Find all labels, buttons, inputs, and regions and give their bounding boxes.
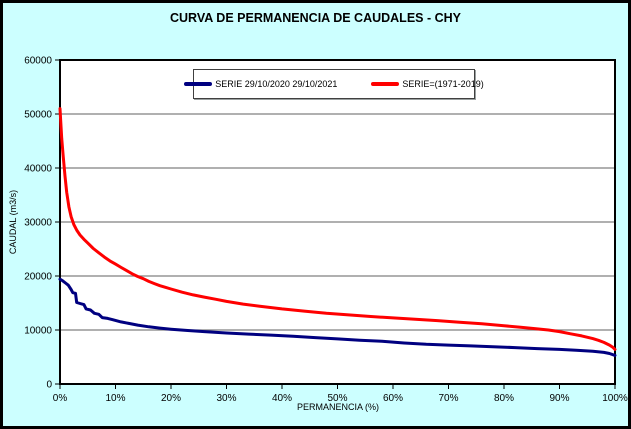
y-tick-label: 0	[46, 380, 52, 391]
legend-item-serie-1971-2019: SERIE=(1971-2019)	[371, 79, 484, 89]
x-tick-label: 100%	[602, 393, 628, 404]
y-tick-label: 60000	[24, 56, 52, 67]
x-tick-label: 70%	[438, 393, 458, 404]
series-line-blue	[58, 277, 617, 357]
x-tick-label: 40%	[272, 393, 292, 404]
legend-item-serie-2020-2021: SERIE 29/10/2020 29/10/2021	[184, 79, 337, 89]
y-tick-label: 10000	[24, 326, 52, 337]
legend-label-serie-1971-2019: SERIE=(1971-2019)	[402, 79, 484, 89]
y-tick-label: 30000	[24, 218, 52, 229]
series-line-red	[58, 107, 617, 351]
blue-line-swatch	[184, 82, 213, 86]
y-tick-label: 20000	[24, 272, 52, 283]
y-tick-label: 40000	[24, 164, 52, 175]
x-tick-label: 90%	[549, 393, 569, 404]
x-tick-label: 60%	[383, 393, 403, 404]
plot-area: 0 10000 20000 30000 40000 50000 60000 0% 10% 20% 3…	[24, 56, 628, 405]
x-tick-label: 0%	[53, 393, 68, 404]
y-axis-title: CAUDAL (m3/s)	[8, 189, 18, 255]
legend-label-serie-2020-2021: SERIE 29/10/2020 29/10/2021	[215, 79, 338, 89]
legend: SERIE 29/10/2020 29/10/2021 SERIE=(1971-…	[184, 69, 484, 99]
chart-title: CURVA DE PERMANENCIA DE CAUDALES - CHY	[170, 11, 461, 25]
x-tick-label: 50%	[327, 393, 347, 404]
x-axis-title: PERMANENCIA (%)	[296, 402, 380, 412]
x-tick-label: 20%	[161, 393, 181, 404]
y-tick-label: 50000	[24, 110, 52, 121]
x-tick-label: 30%	[216, 393, 236, 404]
x-tick-label: 10%	[105, 393, 125, 404]
red-line-swatch	[371, 82, 400, 86]
x-tick-label: 80%	[494, 393, 514, 404]
